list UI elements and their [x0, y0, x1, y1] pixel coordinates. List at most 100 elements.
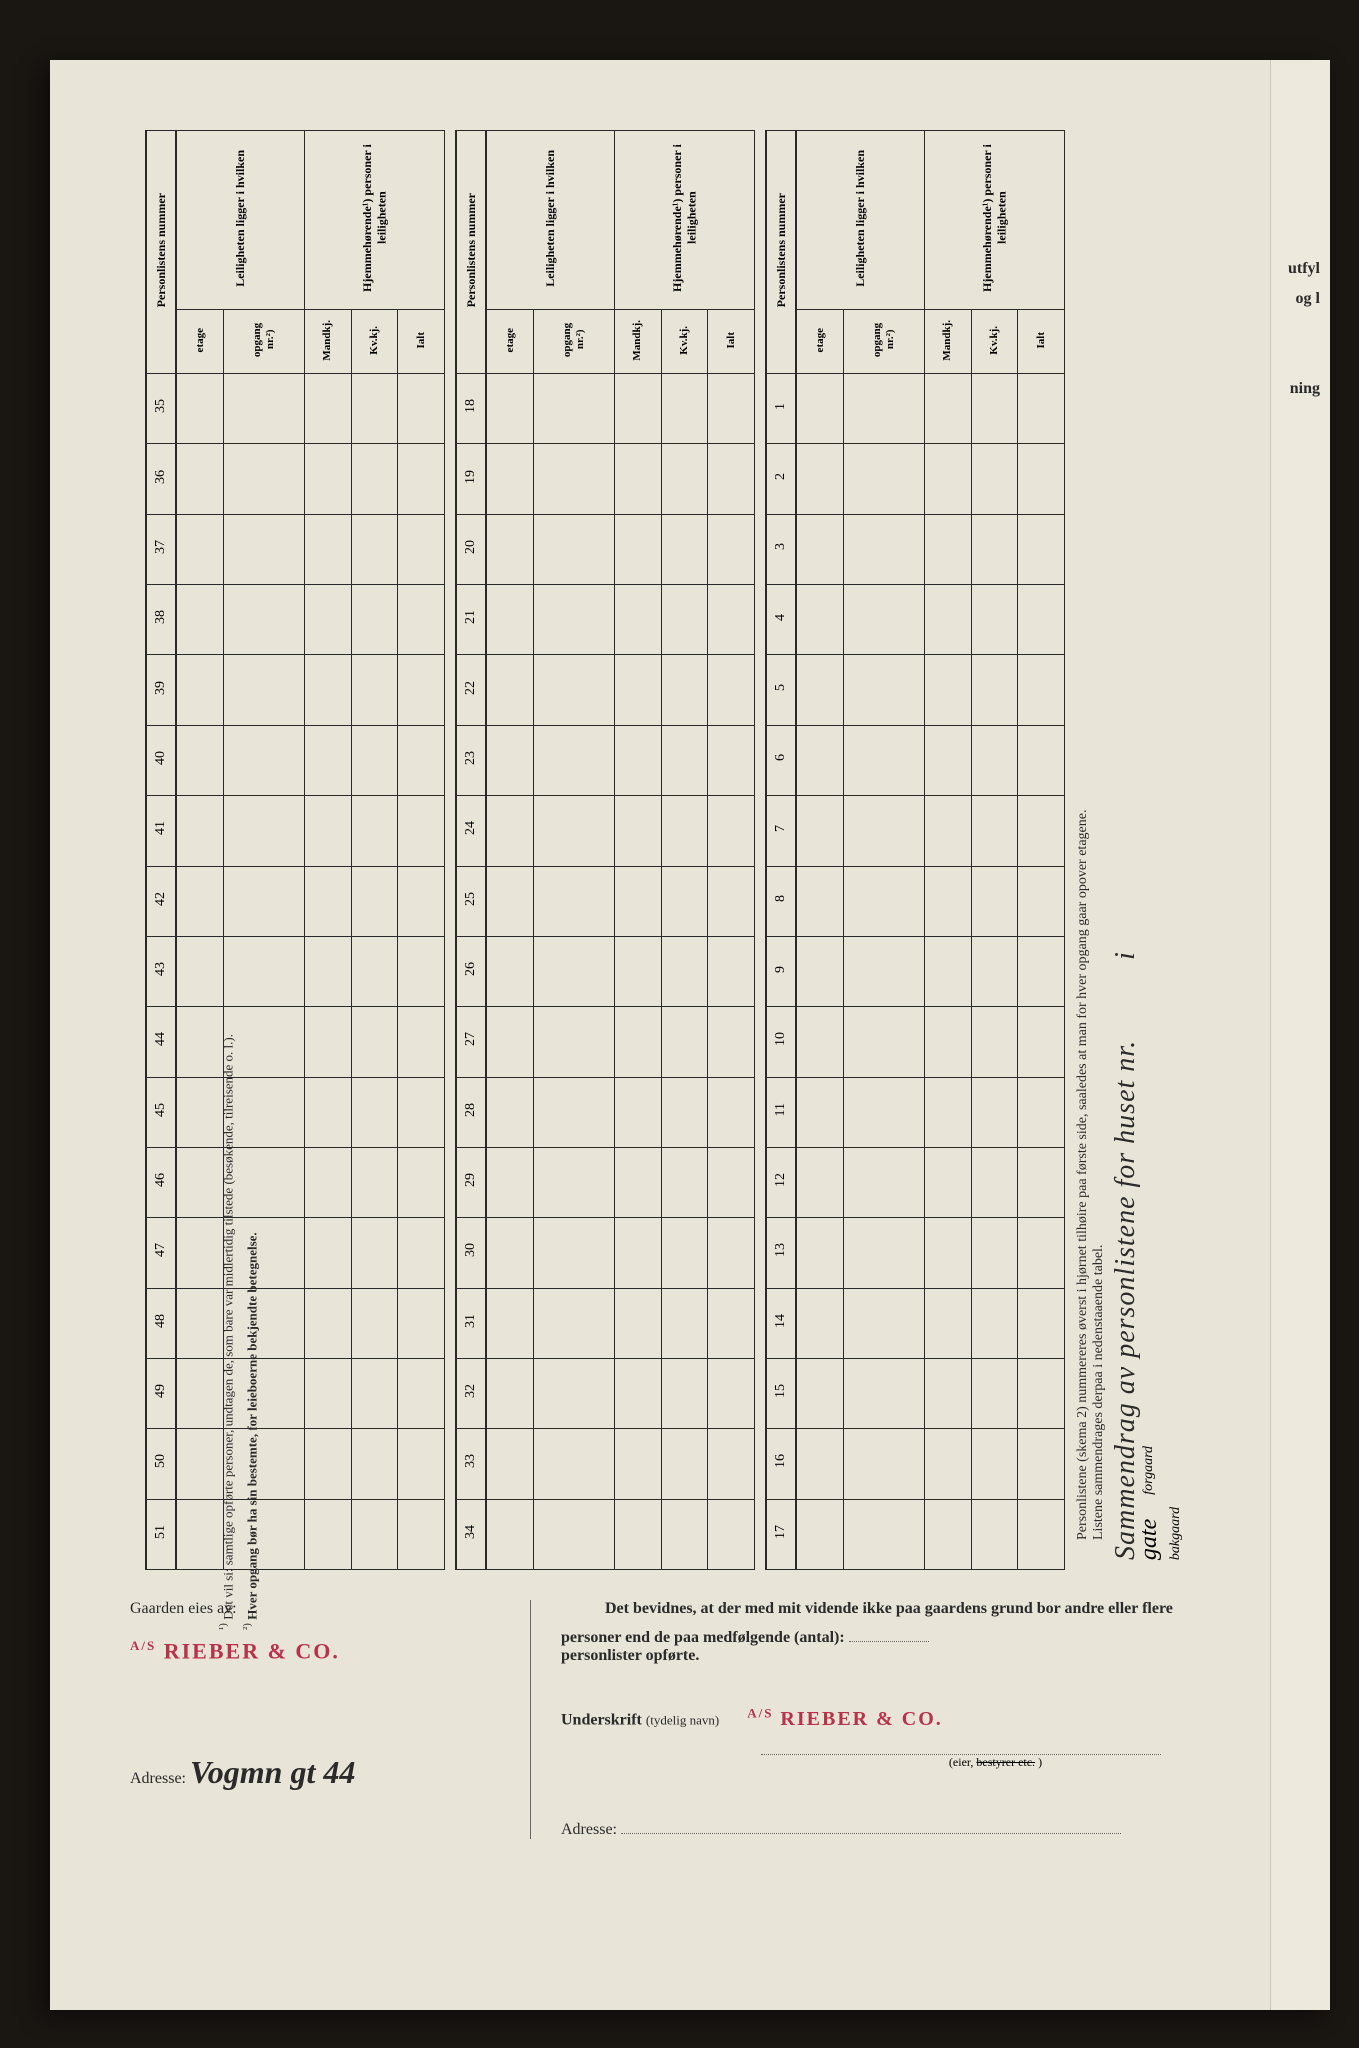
table-cell: [844, 936, 925, 1006]
table-row: 49: [146, 1358, 445, 1428]
row-number: 29: [456, 1147, 486, 1217]
table-cell: [534, 936, 615, 1006]
table-cell: [351, 936, 398, 1006]
table-cell: [844, 1218, 925, 1288]
close-paren: ): [1038, 1755, 1042, 1769]
attest-block: Det bevidnes, at der med mit vidende ikk…: [530, 1600, 1230, 1839]
table-cell: [486, 1007, 534, 1077]
sub-mandkj: Mandkj.: [629, 314, 646, 367]
table-cell: [796, 725, 844, 795]
row-number: 6: [766, 725, 796, 795]
table-cell: [1018, 1147, 1065, 1217]
table-cell: [534, 1429, 615, 1499]
table-row: 45: [146, 1077, 445, 1147]
table-cell: [844, 655, 925, 725]
table-cell: [796, 374, 844, 444]
census-table-3: Personlistens nummer Leiligheten ligger …: [145, 130, 445, 1570]
table-row: 15: [766, 1358, 1065, 1428]
row-number: 18: [456, 374, 486, 444]
table-row: 9: [766, 936, 1065, 1006]
table-row: 2: [766, 444, 1065, 514]
table-cell: [304, 1288, 351, 1358]
col-header-leil: Leiligheten ligger i hvilken: [851, 144, 869, 293]
table-cell: [844, 585, 925, 655]
table-cell: [398, 1499, 445, 1569]
table-cell: [708, 1429, 755, 1499]
table-cell: [796, 936, 844, 1006]
page-content: Sammendrag av personlistene for huset nr…: [50, 60, 1330, 2010]
table-row: 36: [146, 444, 445, 514]
table-cell: [614, 444, 661, 514]
table-cell: [304, 374, 351, 444]
table-cell: [614, 585, 661, 655]
owner-block: Gaarden eies av: A/S RIEBER & CO. Adress…: [130, 1600, 510, 1791]
table-cell: [708, 936, 755, 1006]
row-number: 45: [146, 1077, 176, 1147]
table-cell: [708, 1077, 755, 1147]
table-cell: [614, 374, 661, 444]
table-cell: [614, 1499, 661, 1569]
row-number: 27: [456, 1007, 486, 1077]
table-cell: [796, 866, 844, 936]
footnotes: ¹) Det vil si: samtlige opførte personer…: [215, 210, 265, 1630]
sub-opgang: opgang nr.²): [869, 308, 899, 371]
table-cell: [534, 1077, 615, 1147]
eier-line: (eier, bestyrer etc. ): [761, 1755, 1230, 1770]
table-cell: [708, 1358, 755, 1428]
table-row: 51: [146, 1499, 445, 1569]
row-number: 30: [456, 1218, 486, 1288]
table-cell: [844, 1358, 925, 1428]
table-cell: [661, 725, 708, 795]
row-number: 9: [766, 936, 796, 1006]
table-cell: [971, 796, 1018, 866]
table-cell: [708, 444, 755, 514]
table-cell: [614, 796, 661, 866]
table-cell: [708, 1147, 755, 1217]
table-cell: [351, 866, 398, 936]
table-row: 47: [146, 1218, 445, 1288]
table-cell: [661, 1077, 708, 1147]
table-cell: [708, 866, 755, 936]
table-row: 7: [766, 796, 1065, 866]
row-number: 36: [146, 444, 176, 514]
table-cell: [708, 1007, 755, 1077]
table-cell: [924, 1077, 971, 1147]
col-header-hjemme: Hjemmehørende¹) personer i leiligheten: [358, 129, 391, 307]
table-cell: [614, 655, 661, 725]
row-number: 21: [456, 585, 486, 655]
table-row: 26: [456, 936, 755, 1006]
row-number: 42: [146, 866, 176, 936]
table-cell: [924, 1147, 971, 1217]
table-cell: [486, 936, 534, 1006]
table-cell: [796, 1077, 844, 1147]
address2-line: Adresse:: [561, 1810, 1230, 1839]
table-cell: [1018, 725, 1065, 795]
table-cell: [1018, 585, 1065, 655]
table-cell: [534, 1007, 615, 1077]
table-cell: [661, 1499, 708, 1569]
table-cell: [614, 866, 661, 936]
table-cell: [398, 1077, 445, 1147]
table-row: 22: [456, 655, 755, 725]
table-cell: [486, 1218, 534, 1288]
document-page: utfyl og l ning Sammendrag av personlist…: [50, 60, 1330, 2010]
table-cell: [486, 1147, 534, 1217]
table-row: 48: [146, 1288, 445, 1358]
row-number: 4: [766, 585, 796, 655]
table-cell: [614, 936, 661, 1006]
tydelig-label: (tydelig navn): [646, 1713, 719, 1728]
row-number: 22: [456, 655, 486, 725]
table-row: 31: [456, 1288, 755, 1358]
table-cell: [1018, 796, 1065, 866]
table-cell: [844, 866, 925, 936]
row-number: 26: [456, 936, 486, 1006]
title-block: Sammendrag av personlistene for huset nr…: [1110, 140, 1190, 1560]
owner-label: Gaarden eies av:: [130, 1600, 510, 1618]
table-row: 11: [766, 1077, 1065, 1147]
table-cell: [844, 725, 925, 795]
table-cell: [398, 936, 445, 1006]
table-cell: [924, 444, 971, 514]
table-row: 34: [456, 1499, 755, 1569]
row-number: 8: [766, 866, 796, 936]
table-cell: [351, 725, 398, 795]
